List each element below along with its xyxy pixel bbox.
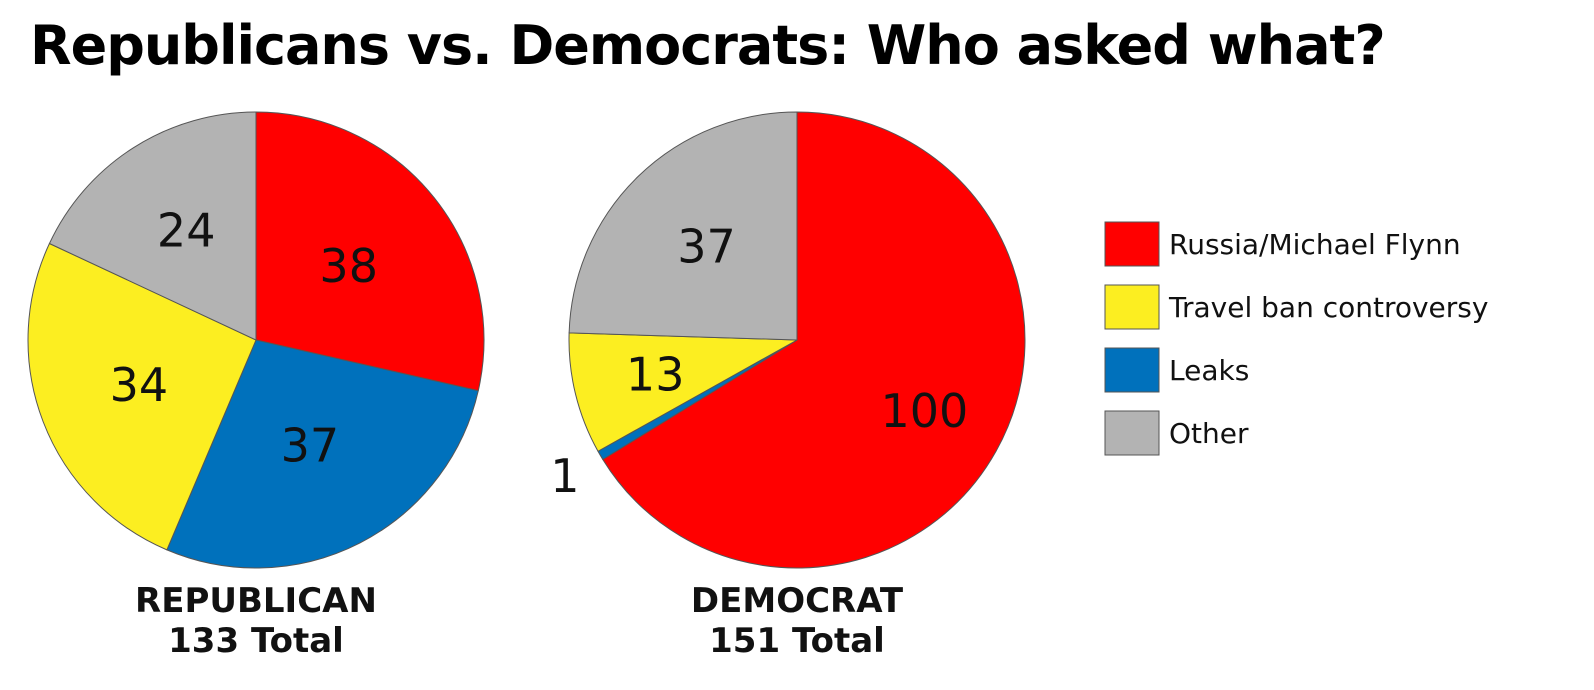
democrat-slice-label-leaks: 1 bbox=[550, 449, 579, 503]
legend: Russia/Michael Flynn Travel ban controver… bbox=[1104, 221, 1488, 456]
republican-slice-leaks bbox=[166, 339, 479, 569]
democrat-slice-other bbox=[568, 111, 798, 341]
democrat-pie-total: 151 Total bbox=[709, 621, 885, 661]
chart-title: Republicans vs. Democrats: Who asked wha… bbox=[30, 14, 1386, 77]
democrat-pie: 100 1 13 37 bbox=[550, 111, 1026, 569]
democrat-pie-title: DEMOCRAT bbox=[691, 581, 904, 621]
republican-slice-other bbox=[48, 111, 257, 341]
democrat-slice-label-russia-michael-flynn: 100 bbox=[880, 384, 968, 438]
legend-label-leaks: Leaks bbox=[1169, 354, 1249, 387]
republican-slice-label-russia-michael-flynn: 38 bbox=[319, 239, 378, 293]
democrat-slice-label-other: 37 bbox=[677, 220, 736, 274]
republican-pie-title: REPUBLICAN bbox=[135, 581, 377, 621]
legend-swatch-leaks bbox=[1104, 347, 1160, 393]
republican-slice-label-leaks: 37 bbox=[281, 419, 340, 473]
republican-slice-label-other: 24 bbox=[157, 203, 216, 257]
legend-label-russia-michael-flynn: Russia/Michael Flynn bbox=[1169, 228, 1461, 261]
democrat-slice-travel-ban-controversy bbox=[568, 332, 798, 452]
republican-slice-russia-michael-flynn bbox=[255, 111, 485, 392]
legend-swatch-travel-ban-controversy bbox=[1104, 284, 1160, 330]
legend-label-travel-ban-controversy: Travel ban controversy bbox=[1168, 291, 1488, 324]
democrat-slice-label-travel-ban-controversy: 13 bbox=[626, 348, 685, 402]
legend-swatch-other bbox=[1104, 410, 1160, 456]
republican-pie: 38 37 34 24 bbox=[27, 111, 485, 569]
republican-slice-label-travel-ban-controversy: 34 bbox=[110, 358, 169, 412]
legend-swatch-russia-michael-flynn bbox=[1104, 221, 1160, 267]
republican-pie-total: 133 Total bbox=[168, 621, 344, 661]
legend-label-other: Other bbox=[1169, 417, 1249, 450]
democrat-slice-russia-michael-flynn bbox=[602, 111, 1026, 569]
republican-slice-travel-ban-controversy bbox=[27, 243, 257, 551]
